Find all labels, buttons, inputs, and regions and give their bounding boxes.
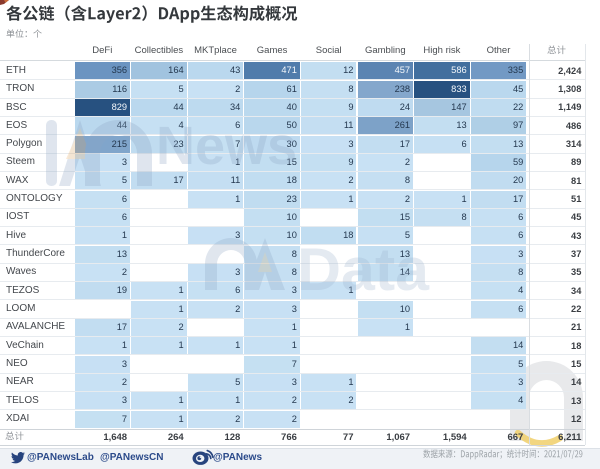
svg-text:Data: Data	[297, 236, 430, 296]
svg-text:News: News	[156, 116, 297, 176]
